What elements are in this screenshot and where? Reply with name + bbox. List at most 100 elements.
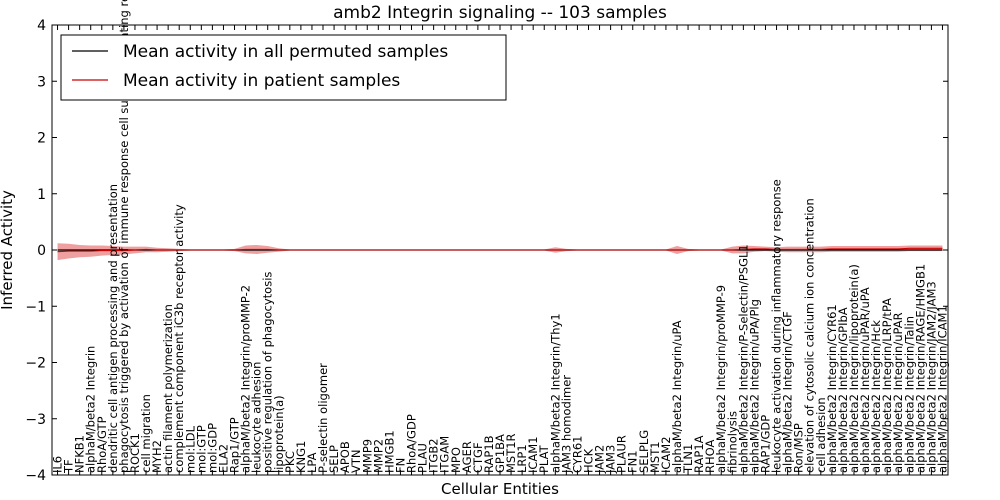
- category-label: alphaM/beta2 Integrin/proMMP-9: [714, 285, 728, 473]
- category-label: alphaM/beta2 Integrin/Hck: [869, 320, 883, 473]
- category-label: alphaM/beta2 Integrin/Thy1: [548, 313, 562, 473]
- category-label: alphaM/beta2 Integrin/proMMP-2: [239, 285, 253, 473]
- category-label: JAM3 homodimer: [559, 375, 573, 474]
- category-label: alphaM/beta2 Integrin/LRP/tPA: [880, 298, 894, 473]
- category-label: IL6: [51, 456, 65, 473]
- line-layer: [57, 247, 943, 253]
- category-label: MPO: [449, 447, 463, 473]
- category-label: alphaM/beta2 Integrin/Talin: [902, 316, 916, 473]
- category-label: CTGF: [471, 442, 485, 473]
- category-label: elevation of cytosolic calcium ion conce…: [803, 198, 817, 473]
- category-label: alphaM/beta2 Integrin: [84, 346, 98, 473]
- category-label: alphaM/beta2 Integrin/uPA/Plg: [747, 299, 761, 473]
- category-label: ITGAM: [438, 436, 452, 473]
- category-label: SELP: [327, 445, 341, 473]
- series-line-1: [57, 247, 943, 253]
- y-tick-label: 4: [37, 18, 46, 34]
- category-label: JAM2: [593, 445, 607, 474]
- category-label: VTN: [349, 450, 363, 474]
- category-label: positive regulation of phagocytosis: [261, 272, 275, 473]
- category-label: NFKB1: [73, 435, 87, 473]
- category-label: RAP1/GDP: [758, 415, 772, 473]
- category-label: SELPLG: [637, 430, 651, 473]
- category-label: MST1R: [504, 433, 518, 473]
- y-axis-ticks: −4 −3 −2 −1 0 1 2 3 4: [25, 18, 948, 484]
- category-label: KNG1: [294, 441, 308, 473]
- category-label: PKC: [283, 451, 297, 473]
- category-label: LPA: [305, 452, 319, 473]
- category-label: CYR61: [570, 436, 584, 473]
- x-axis-ticks: [57, 25, 943, 475]
- y-tick-label: 3: [37, 74, 46, 90]
- y-tick-label: −2: [25, 356, 46, 372]
- category-label: actin filament polymerization: [161, 304, 175, 473]
- y-tick-label: 2: [37, 131, 46, 147]
- category-label: ROCK1: [128, 433, 142, 473]
- category-label: alphaM/beta2 Integrin/uPA: [670, 320, 684, 473]
- category-label: Rap1/GTP: [228, 417, 242, 473]
- category-label: leukocyte activation during inflammatory…: [770, 179, 784, 473]
- category-label: P-selectin oligomer: [316, 363, 330, 473]
- category-label: HCK: [581, 448, 595, 473]
- category-label: ICAM1: [526, 436, 540, 473]
- category-label: MYH2: [150, 440, 164, 473]
- category-label: complement component iC3b receptor activ…: [172, 204, 186, 473]
- category-label: RHOA: [703, 440, 717, 473]
- category-label: GP1BA: [493, 434, 507, 473]
- category-label: alphaM/beta2 Integrin/RAGE/HMGB1: [913, 264, 927, 473]
- category-label: FN: [393, 458, 407, 473]
- category-label: alphaM/beta2 Integrin/P-Selectin/PSGL1: [736, 244, 750, 473]
- category-label: fibrinolysis: [725, 411, 739, 473]
- category-label: PLAU: [416, 443, 430, 473]
- category-label: alphaM/beta2 Integrin/JAM2/JAM3: [924, 281, 938, 473]
- category-label: alphaM/beta2 Integrin/lipoprotein(a): [847, 264, 861, 473]
- category-label: cell migration: [139, 394, 153, 473]
- category-label: AGER: [460, 441, 474, 473]
- category-label: MMP9: [360, 439, 374, 473]
- y-tick-label: −1: [25, 299, 46, 315]
- category-label: RAP1A: [692, 435, 706, 473]
- category-label: alphaM/beta2 Integrin/GPIbA: [836, 307, 850, 473]
- category-label: alphaM/beta2 Integrin/uPAR: [891, 312, 905, 473]
- category-label: RhoA/GDP: [405, 414, 419, 473]
- category-label: Ron/MSP: [792, 423, 806, 473]
- y-axis-label: Inferred Activity: [0, 190, 16, 310]
- category-label: alphaM/beta2 Integrin/ICAM1: [935, 305, 949, 473]
- chart-title: amb2 Integrin signaling -- 103 samples: [333, 3, 667, 23]
- category-label: lipoprotein(a): [272, 395, 286, 473]
- category-label: mol:GTP: [194, 425, 208, 473]
- y-tick-label: −4: [25, 468, 46, 484]
- y-tick-label: 0: [37, 243, 46, 259]
- category-label: ELA2: [216, 444, 230, 473]
- category-label: PLAUR: [615, 435, 629, 473]
- y-tick-label: 1: [37, 187, 46, 203]
- category-label: mol:GDP: [205, 423, 219, 473]
- legend-box: [60, 34, 507, 101]
- category-label: TLN1: [681, 444, 695, 474]
- category-label: dendritic cell antigen processing and pr…: [106, 184, 120, 473]
- category-label: ICAM2: [659, 436, 673, 473]
- category-label: HMGB1: [382, 430, 396, 473]
- category-label: MMP2: [371, 439, 385, 473]
- x-axis-label: Cellular Entities: [441, 480, 559, 498]
- category-label: alphaM/beta2 Integrin/uPAR/uPA: [858, 287, 872, 473]
- category-label: TF: [62, 459, 76, 474]
- category-label: mol:LDL: [183, 425, 197, 473]
- category-label: LRP1: [515, 444, 529, 473]
- legend-label-patient: Mean activity in patient samples: [123, 71, 400, 91]
- category-label: alphaM/beta2 Integrin/CYR61: [825, 304, 839, 473]
- category-label: phagocytosis triggered by activation of …: [117, 0, 131, 473]
- category-label: JAM3: [604, 445, 618, 474]
- category-label: leukocyte adhesion: [250, 362, 264, 473]
- category-label: FN1: [626, 450, 640, 473]
- category-label: PLAT: [537, 444, 551, 473]
- category-label: RAP1B: [482, 435, 496, 473]
- category-label: APOB: [338, 441, 352, 473]
- plot-content: [57, 243, 943, 261]
- legend-label-permuted: Mean activity in all permuted samples: [123, 42, 448, 62]
- category-label: cell adhesion: [814, 397, 828, 473]
- legend: Mean activity in all permuted samples Me…: [60, 34, 507, 101]
- category-label: alphaM/beta2 Integrin/CTGF: [781, 311, 795, 473]
